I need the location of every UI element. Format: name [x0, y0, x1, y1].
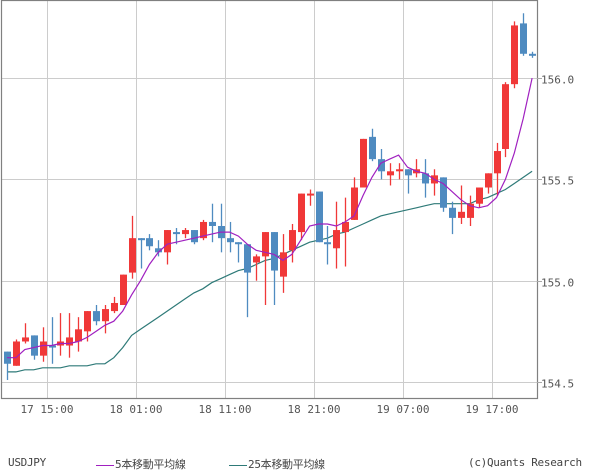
- y-tick-label: 155.5: [541, 175, 574, 188]
- candle: [31, 335, 38, 356]
- x-tick-label: 19 17:00: [466, 403, 519, 416]
- candle: [84, 311, 91, 332]
- candle: [405, 169, 412, 176]
- x-tick-label: 19 07:00: [377, 403, 430, 416]
- x-axis: 17 15:00 18 01:00 18 11:00 18 21:00 19 07:00…: [21, 403, 519, 416]
- candle: [360, 138, 367, 188]
- candle: [22, 337, 29, 342]
- candle: [387, 171, 394, 176]
- candle: [529, 53, 536, 56]
- y-tick-label: 156.0: [541, 74, 574, 87]
- candle: [485, 173, 492, 188]
- x-tick-label: 17 15:00: [21, 403, 74, 416]
- candle: [369, 136, 376, 160]
- candle: [244, 244, 251, 273]
- candle: [396, 169, 403, 172]
- legend-symbol: USDJPY: [8, 456, 46, 469]
- candle: [49, 345, 56, 348]
- candle: [378, 159, 385, 172]
- x-tick-label: 18 11:00: [199, 403, 252, 416]
- candlestick-chart: 154.5 155.0 155.5 156.0 17 15:00 18 01:00 18 …: [0, 0, 574, 416]
- candle: [316, 191, 323, 243]
- candle: [324, 242, 331, 245]
- candle: [40, 341, 47, 356]
- candle: [307, 193, 314, 196]
- candle: [164, 230, 171, 253]
- plot-border: [0, 0, 539, 400]
- candle: [351, 187, 358, 220]
- legend-ma5-label: 5本移動平均線: [115, 458, 186, 471]
- x-tick-label: 18 21:00: [288, 403, 341, 416]
- candle: [333, 230, 340, 249]
- candle: [235, 242, 242, 245]
- ma25-swatch-icon: [229, 464, 247, 466]
- candle: [173, 232, 180, 235]
- x-tick-label: 18 01:00: [110, 403, 163, 416]
- legend-ma25-label: 25本移動平均線: [248, 458, 325, 471]
- candle: [182, 230, 189, 235]
- candle: [520, 23, 527, 54]
- candle: [476, 187, 483, 204]
- y-tick-label: 154.5: [541, 378, 574, 391]
- candle: [271, 232, 278, 271]
- candle: [66, 337, 73, 346]
- legend-ma25: 25本移動平均線: [229, 456, 325, 472]
- candle: [502, 84, 509, 150]
- candle: [289, 230, 296, 251]
- candle: [449, 207, 456, 218]
- candle: [75, 329, 82, 342]
- candle: [13, 341, 20, 366]
- candle: [93, 311, 100, 322]
- candle: [191, 230, 198, 243]
- candle: [262, 232, 269, 257]
- ma25-line: [7, 170, 533, 373]
- candle: [440, 177, 447, 208]
- ma5-swatch-icon: [96, 464, 114, 466]
- candles: [4, 13, 536, 380]
- candle: [494, 151, 501, 174]
- candle: [467, 203, 474, 218]
- legend-credit: (c)Quants Research: [468, 456, 582, 469]
- candle: [511, 25, 518, 85]
- candle: [342, 221, 349, 233]
- y-tick-label: 155.0: [541, 277, 574, 290]
- candle: [129, 238, 136, 273]
- candle: [422, 173, 429, 184]
- candle: [253, 256, 260, 263]
- candle: [120, 274, 127, 306]
- grid-lines: [1, 0, 537, 398]
- candle: [138, 238, 145, 241]
- candle: [458, 211, 465, 218]
- candle: [155, 248, 162, 253]
- candle: [200, 221, 207, 239]
- candle: [280, 252, 287, 277]
- candle: [209, 221, 216, 226]
- y-axis: 154.5 155.0 155.5 156.0: [537, 74, 574, 391]
- candle: [146, 238, 153, 247]
- candle: [111, 302, 118, 312]
- ma5-line: [7, 77, 533, 359]
- legend-ma5: 5本移動平均線: [96, 456, 186, 472]
- candle: [298, 193, 305, 233]
- candle: [102, 309, 109, 322]
- candle: [227, 238, 234, 243]
